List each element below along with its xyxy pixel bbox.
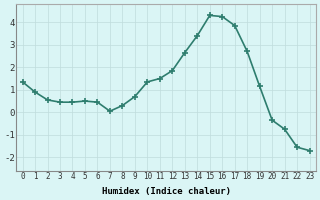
X-axis label: Humidex (Indice chaleur): Humidex (Indice chaleur) — [101, 187, 231, 196]
